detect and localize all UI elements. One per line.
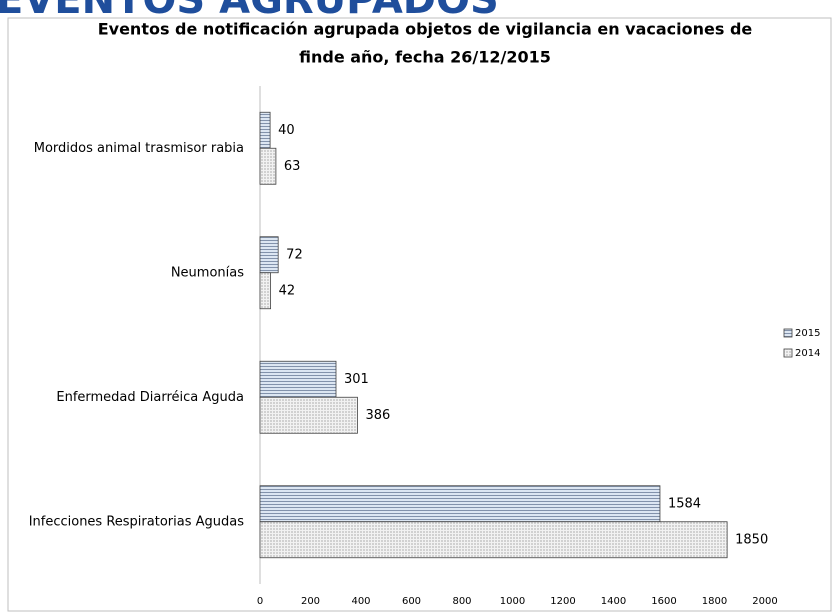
data-label: 1850 [735, 532, 768, 547]
y-tick-label: Mordidos animal trasmisor rabia [34, 141, 244, 156]
x-tick-label: 1400 [601, 596, 626, 607]
y-tick-label: Infecciones Respiratorias Agudas [29, 514, 245, 529]
bar [259, 396, 358, 434]
x-tick-label: 1800 [702, 596, 727, 607]
x-tick-label: 1000 [500, 596, 525, 607]
x-tick-label: 1600 [651, 596, 676, 607]
data-label: 40 [278, 123, 295, 138]
x-tick-label: 1200 [550, 596, 575, 607]
bar [259, 360, 337, 398]
data-label: 1584 [668, 496, 701, 511]
y-tick-label: Neumonías [171, 265, 244, 280]
x-tick-label: 200 [301, 596, 320, 607]
legend-label: 2015 [795, 328, 820, 339]
x-tick-label: 0 [257, 596, 263, 607]
bar [259, 236, 279, 274]
legend-swatch [783, 328, 793, 338]
x-tick-label: 800 [452, 596, 471, 607]
slide-title: EVENTOS AGRUPADOS [0, 0, 499, 23]
data-label: 63 [284, 159, 301, 174]
chart-title: finde año, fecha 26/12/2015 [299, 48, 551, 67]
data-label: 42 [279, 283, 296, 298]
bar [259, 272, 272, 310]
bar [259, 111, 271, 149]
chart-title: Eventos de notificación agrupada objetos… [98, 20, 753, 39]
x-tick-label: 600 [402, 596, 421, 607]
data-label: 386 [365, 408, 390, 423]
x-tick-label: 2000 [752, 596, 777, 607]
bar [259, 147, 277, 185]
y-tick-label: Enfermedad Diarréica Aguda [56, 390, 244, 405]
legend-swatch [783, 348, 793, 358]
legend-label: 2014 [795, 348, 820, 359]
bar [259, 485, 661, 523]
x-tick-label: 400 [351, 596, 370, 607]
data-label: 72 [286, 247, 303, 262]
bar [259, 521, 728, 559]
data-label: 301 [344, 372, 369, 387]
